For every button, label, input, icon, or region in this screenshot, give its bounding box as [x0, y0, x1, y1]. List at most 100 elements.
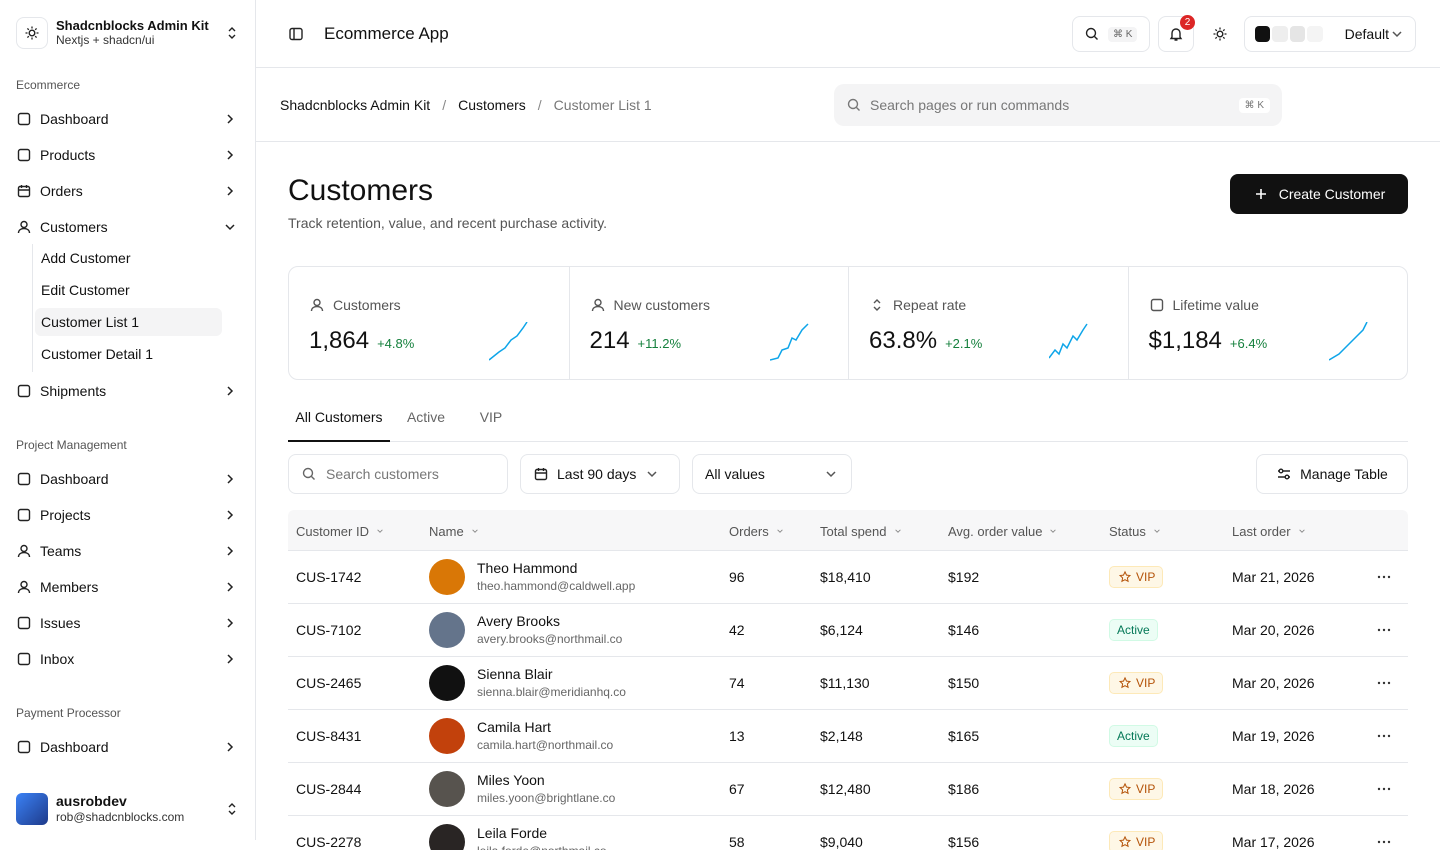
customer-name: Theo Hammond — [477, 560, 578, 576]
last-order: Mar 21, 2026 — [1232, 569, 1315, 585]
theme-toggle[interactable] — [1212, 26, 1228, 42]
breadcrumb-separator: / — [537, 97, 542, 113]
icon — [224, 801, 240, 817]
icon — [16, 383, 32, 399]
nav-item[interactable]: Shipments — [8, 374, 248, 408]
tab[interactable]: All Customers — [288, 400, 390, 442]
date-filter[interactable]: Last 90 days — [520, 454, 680, 494]
row-actions[interactable] — [1376, 675, 1392, 691]
nav-item[interactable]: Orders — [8, 174, 248, 208]
icon — [1212, 26, 1228, 42]
notification-badge: 2 — [1180, 15, 1195, 30]
sparkline — [1328, 321, 1369, 362]
column-header[interactable]: Last order — [1232, 523, 1310, 539]
row-actions[interactable] — [1376, 728, 1392, 744]
create-button[interactable]: Create Customer — [1230, 174, 1408, 214]
icon — [16, 507, 32, 523]
manage-table[interactable]: Manage Table — [1256, 454, 1408, 494]
row-actions[interactable] — [1376, 622, 1392, 638]
avatar — [429, 612, 465, 648]
icon — [869, 297, 885, 313]
tab[interactable]: Active — [406, 409, 446, 425]
stat-value-row: 214 +11.2% — [590, 327, 682, 355]
status-badge: VIP — [1109, 831, 1164, 850]
icon — [24, 25, 40, 41]
sub-nav-item[interactable]: Customer List 1 — [35, 308, 222, 336]
customer-id: CUS-8431 — [296, 728, 362, 744]
row-actions[interactable] — [1376, 781, 1392, 797]
icon — [16, 579, 32, 595]
section-label: Ecommerce — [16, 78, 81, 92]
column-header[interactable]: Orders — [729, 523, 788, 539]
icon — [1118, 570, 1132, 584]
column-header[interactable]: Status — [1109, 523, 1165, 539]
column-header[interactable]: Customer ID — [296, 523, 388, 539]
section-label: Payment Processor — [16, 706, 121, 720]
brand[interactable]: Shadcnblocks Admin Kit Nextjs + shadcn/ui — [16, 16, 240, 50]
icon — [222, 651, 238, 667]
breadcrumb-bar: Shadcnblocks Admin Kit / Customers / Custome… — [256, 69, 1440, 142]
nav-label: Orders — [40, 183, 83, 199]
table-row[interactable]: CUS-7102 Avery Brooks avery.brooks@northma… — [288, 604, 1408, 657]
icon — [590, 297, 606, 313]
column-header[interactable]: Avg. order value — [948, 523, 1061, 539]
last-order: Mar 17, 2026 — [1232, 834, 1315, 850]
nav-label: Dashboard — [40, 471, 109, 487]
nav-item[interactable]: Dashboard — [8, 102, 248, 136]
notifications[interactable]: 2 — [1158, 15, 1195, 52]
nav-item[interactable]: Inbox — [8, 642, 248, 676]
tab[interactable]: VIP — [479, 409, 503, 425]
sub-nav-item[interactable]: Add Customer — [41, 250, 131, 266]
nav-item[interactable]: Products — [8, 138, 248, 172]
sidebar-toggle[interactable] — [288, 26, 304, 42]
icon — [1389, 26, 1405, 42]
table-row[interactable]: CUS-2278 Leila Forde leila.forde@northmail… — [288, 816, 1408, 850]
user-email: rob@shadcnblocks.com — [56, 810, 185, 824]
icon — [224, 25, 240, 41]
column-header[interactable]: Name — [429, 523, 483, 539]
nav-item[interactable]: Teams — [8, 534, 248, 568]
table-search[interactable]: Search customers — [288, 454, 508, 494]
stat-card: Customers 1,864 +4.8% — [289, 267, 569, 379]
column-label: Status — [1109, 523, 1146, 539]
command-search[interactable]: Search pages or run commands ⌘ K — [834, 84, 1282, 126]
avatar — [429, 665, 465, 701]
customer-name: Miles Yoon — [477, 772, 545, 788]
icon — [1276, 466, 1292, 482]
kbd: ⌘ K — [1108, 26, 1138, 42]
values-filter[interactable]: All values — [692, 454, 852, 494]
icon — [1118, 782, 1132, 796]
row-actions[interactable] — [1376, 834, 1392, 850]
table-row[interactable]: CUS-8431 Camila Hart camila.hart@northmail… — [288, 710, 1408, 763]
nav-label: Dashboard — [40, 111, 109, 127]
icon — [222, 111, 238, 127]
nav-item[interactable]: Dashboard — [8, 730, 248, 764]
sub-nav-item[interactable]: Customer Detail 1 — [41, 346, 154, 362]
nav-item[interactable]: Dashboard — [8, 462, 248, 496]
table-row[interactable]: CUS-1742 Theo Hammond theo.hammond@caldwel… — [288, 551, 1408, 604]
column-label: Last order — [1232, 523, 1291, 539]
table-row[interactable]: CUS-2844 Miles Yoon miles.yoon@brightlane.… — [288, 763, 1408, 816]
theme-label: Default — [1344, 26, 1389, 42]
nav-label: Projects — [40, 507, 91, 523]
avatar — [429, 771, 465, 807]
total-spend: $12,480 — [820, 781, 871, 797]
status-label: Active — [1117, 729, 1150, 743]
stat-value-row: 63.8% +2.1% — [869, 327, 982, 355]
sub-nav-item[interactable]: Edit Customer — [41, 282, 130, 298]
breadcrumb-item[interactable]: Customers — [458, 97, 526, 113]
orders: 58 — [729, 834, 745, 850]
user-menu[interactable]: ausrobdev rob@shadcnblocks.com — [16, 792, 240, 826]
breadcrumb-item[interactable]: Shadcnblocks Admin Kit — [280, 97, 431, 113]
stat-value-row: 1,864 +4.8% — [309, 327, 414, 355]
nav-item[interactable]: Projects — [8, 498, 248, 532]
nav-item[interactable]: Customers — [8, 210, 248, 244]
avatar — [429, 559, 465, 595]
theme-select[interactable]: Default — [1244, 16, 1416, 52]
nav-item[interactable]: Issues — [8, 606, 248, 640]
search-button[interactable]: ⌘ K — [1072, 16, 1150, 52]
row-actions[interactable] — [1376, 569, 1392, 585]
column-header[interactable]: Total spend — [820, 523, 906, 539]
nav-item[interactable]: Members — [8, 570, 248, 604]
table-row[interactable]: CUS-2465 Sienna Blair sienna.blair@meridia… — [288, 657, 1408, 710]
